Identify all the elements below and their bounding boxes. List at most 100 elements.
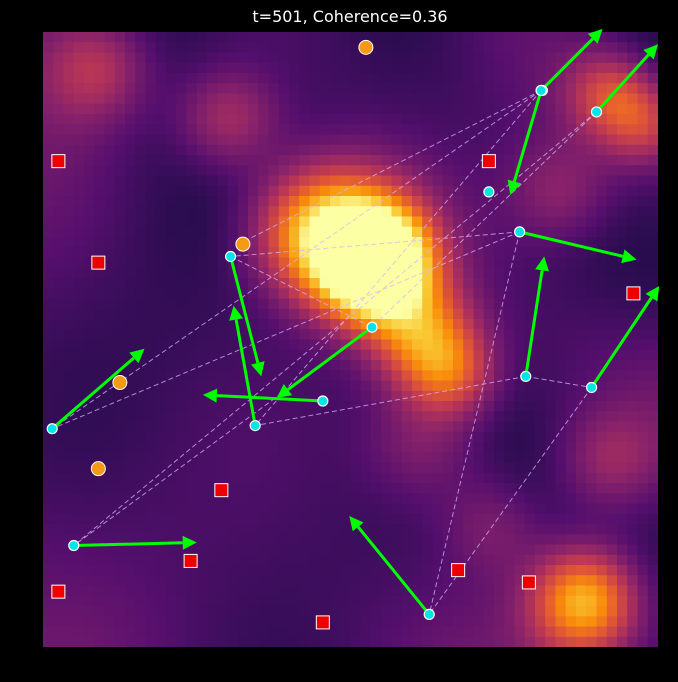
- heatmap-cell: [278, 534, 290, 546]
- heatmap-cell: [412, 360, 423, 371]
- heatmap-cell: [63, 636, 75, 647]
- heatmap-cell: [504, 73, 516, 84]
- heatmap-cell: [586, 83, 598, 95]
- heatmap-cell: [73, 237, 85, 248]
- heatmap-cell: [391, 442, 403, 453]
- heatmap-cell: [606, 93, 618, 105]
- heatmap-cell: [391, 42, 403, 54]
- heatmap-cell: [381, 93, 393, 105]
- heatmap-cell: [360, 267, 372, 279]
- heatmap-cell: [340, 298, 352, 310]
- heatmap-cell: [586, 442, 598, 453]
- heatmap-cell: [371, 380, 382, 392]
- heatmap-cell: [545, 472, 557, 484]
- heatmap-cell: [504, 390, 516, 402]
- heatmap-cell: [391, 575, 403, 587]
- heatmap-cell: [463, 483, 475, 494]
- heatmap-cell: [432, 308, 444, 320]
- heatmap-cell: [207, 370, 218, 382]
- heatmap-cell: [186, 606, 198, 617]
- heatmap-cell: [84, 575, 95, 587]
- heatmap-cell: [576, 565, 587, 576]
- agent-marker: [585, 381, 598, 394]
- heatmap-cell: [494, 411, 505, 423]
- heatmap-cell: [586, 52, 598, 64]
- heatmap-cell: [166, 93, 177, 105]
- heatmap-cell: [442, 370, 454, 382]
- heatmap-cell: [114, 390, 126, 402]
- heatmap-cell: [94, 349, 106, 361]
- heatmap-cell: [176, 390, 188, 402]
- heatmap-cell: [227, 226, 239, 238]
- heatmap-cell: [166, 155, 177, 166]
- heatmap-cell: [196, 401, 208, 412]
- heatmap-cell: [617, 308, 628, 320]
- heatmap-cell: [617, 349, 628, 361]
- heatmap-cell: [207, 83, 218, 95]
- heatmap-cell: [309, 544, 321, 556]
- heatmap-cell: [217, 32, 229, 43]
- heatmap-cell: [463, 124, 475, 136]
- heatmap-cell: [371, 216, 382, 228]
- heatmap-cell: [125, 431, 136, 443]
- heatmap-cell: [135, 226, 147, 238]
- heatmap-cell: [125, 175, 136, 187]
- heatmap-cell: [135, 175, 147, 187]
- heatmap-cell: [340, 483, 352, 494]
- heatmap-cell: [350, 278, 362, 289]
- heatmap-cell: [514, 73, 526, 84]
- heatmap-cell: [647, 554, 658, 566]
- heatmap-cell: [135, 308, 147, 320]
- arrows-layer: [51, 28, 660, 616]
- heatmap-cell: [227, 565, 239, 576]
- heatmap-cell: [391, 380, 403, 392]
- heatmap-cell: [422, 124, 434, 136]
- heatmap-cell: [565, 339, 577, 351]
- heatmap-cell: [596, 360, 608, 371]
- heatmap-cell: [207, 360, 218, 371]
- heatmap-cell: [535, 185, 546, 197]
- heatmap-cell: [196, 370, 208, 382]
- heatmap-cell: [155, 411, 167, 423]
- heatmap-cell: [53, 185, 65, 197]
- heatmap-cell: [412, 42, 423, 54]
- heatmap-cell: [391, 134, 403, 146]
- heatmap-cell: [268, 257, 280, 269]
- heatmap-cell: [514, 103, 526, 115]
- heatmap-cell: [114, 534, 126, 546]
- heatmap-cell: [381, 247, 393, 259]
- heatmap-cell: [63, 196, 75, 207]
- heatmap-cell: [504, 421, 516, 433]
- heatmap-cell: [596, 524, 608, 535]
- heatmap-cell: [340, 32, 352, 43]
- heatmap-cell: [196, 83, 208, 95]
- heatmap-cell: [473, 278, 485, 289]
- heatmap-cell: [84, 483, 95, 494]
- heatmap-cell: [63, 554, 75, 566]
- heatmap-cell: [145, 42, 157, 54]
- heatmap-cell: [94, 308, 106, 320]
- heatmap-cell: [340, 493, 352, 505]
- heatmap-cell: [555, 257, 567, 269]
- heatmap-cell: [576, 513, 587, 525]
- heatmap-cell: [473, 585, 485, 597]
- velocity-arrowhead: [229, 305, 243, 321]
- heatmap-cell: [504, 62, 516, 74]
- heatmap-cell: [125, 267, 136, 279]
- heatmap-cell: [299, 339, 311, 351]
- heatmap-cell: [43, 185, 54, 197]
- heatmap-cell: [176, 349, 188, 361]
- heatmap-cell: [289, 462, 300, 474]
- heatmap-cell: [237, 134, 249, 146]
- heatmap-cell: [299, 401, 311, 412]
- heatmap-cell: [237, 534, 249, 546]
- heatmap-cell: [330, 616, 341, 628]
- heatmap-cell: [596, 554, 608, 566]
- heatmap-cell: [350, 288, 362, 300]
- heatmap-cell: [647, 298, 658, 310]
- heatmap-cell: [104, 380, 116, 392]
- heatmap-cell: [207, 62, 218, 74]
- heatmap-cell: [248, 513, 259, 525]
- heatmap-cell: [268, 196, 280, 207]
- heatmap-cell: [627, 390, 639, 402]
